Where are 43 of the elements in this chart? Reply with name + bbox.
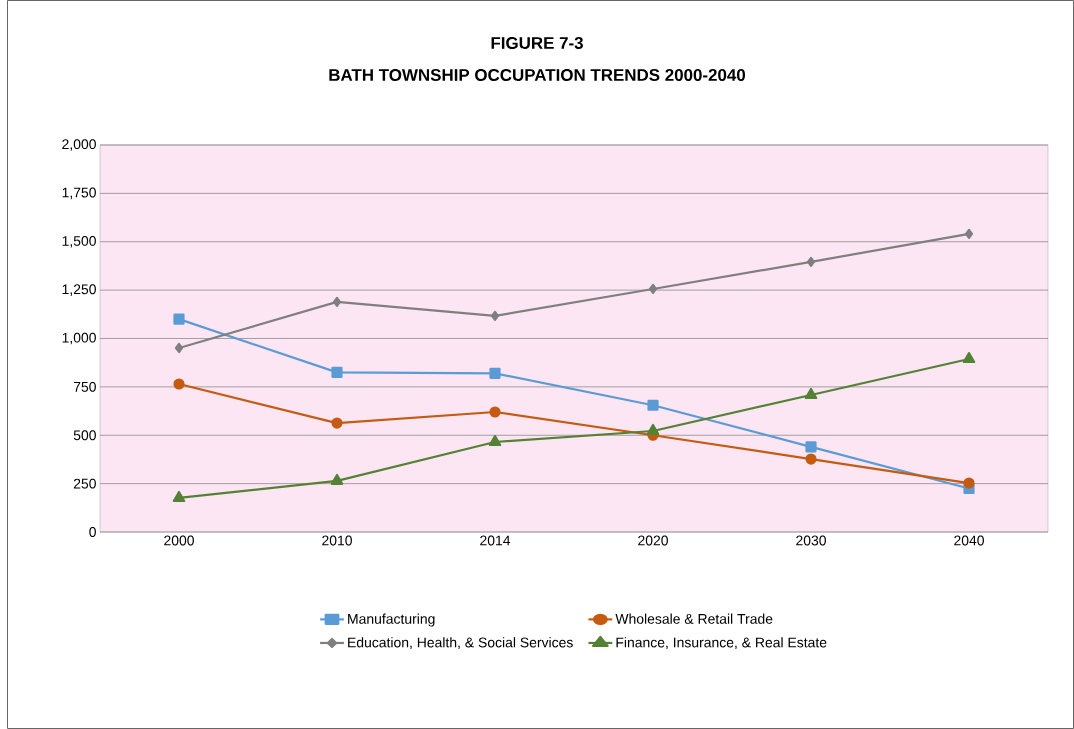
point [488,434,502,447]
point [173,313,185,325]
x-tick-label: 2010 [322,535,352,546]
point [489,406,501,418]
y-tick-label: 1,250 [62,284,96,296]
x-tick-label: 2040 [954,535,984,546]
x-tick-label: 2000 [164,535,194,546]
point [490,310,500,321]
point [173,378,185,390]
point [648,283,658,295]
point [330,473,344,485]
point [174,342,184,354]
legend-label: Education, Health, & Social Services [348,637,573,650]
chart-title: FIGURE 7-3 [491,36,583,49]
point [646,423,660,436]
y-tick-label: 250 [73,478,96,489]
point [332,296,342,308]
point [806,256,816,267]
point [963,477,975,489]
point [962,351,976,364]
legend-label: Wholesale & Retail Trade [615,613,773,624]
legend-label: Finance, Insurance, & Real Estate [616,637,827,650]
point [805,441,817,453]
point [647,399,659,411]
point [331,417,343,429]
legend-label: Manufacturing [348,613,435,627]
y-tick-label: 1,500 [62,235,96,248]
y-tick-label: 0 [89,527,96,537]
y-tick-label: 500 [73,430,96,441]
chart-subtitle: BATH TOWNSHIP OCCUPATION TRENDS 2000-2040 [329,68,746,81]
x-tick-label: 2020 [638,535,668,546]
point [331,366,343,378]
point [172,490,186,503]
y-tick-label: 750 [73,381,96,392]
point [804,387,818,400]
point [964,228,974,239]
y-tick-label: 1,000 [62,332,96,345]
y-tick-label: 1,750 [62,187,96,200]
point [805,453,817,465]
point [489,367,501,379]
x-tick-label: 2014 [480,535,511,546]
x-tick-label: 2030 [796,535,826,546]
y-tick-label: 2,000 [62,139,96,151]
